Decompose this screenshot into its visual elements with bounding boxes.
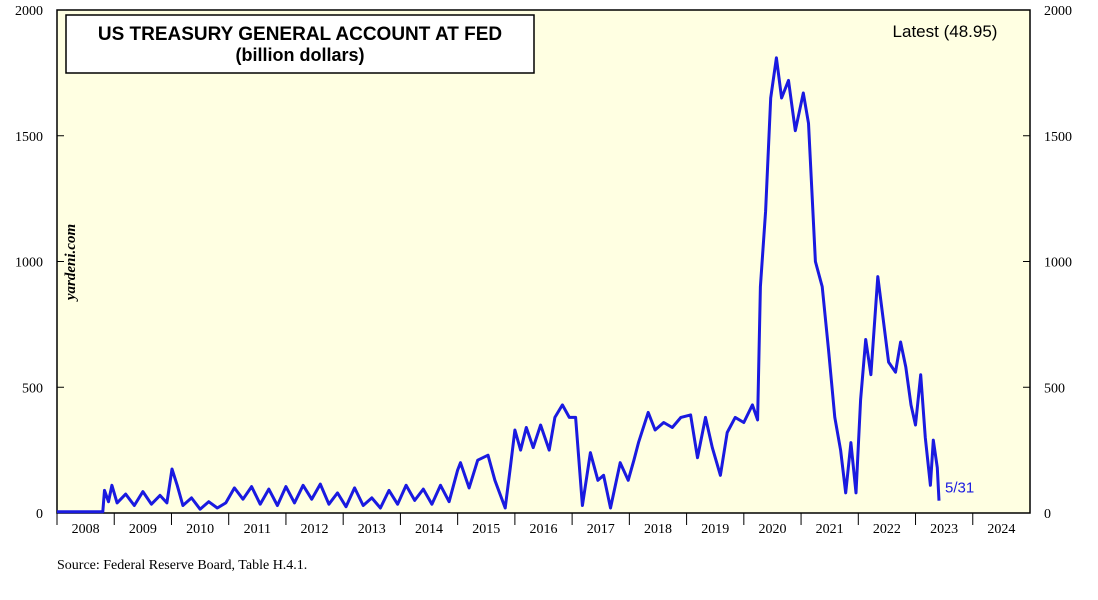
- y2-tick-label: 2000: [1044, 4, 1072, 19]
- chart-subtitle: (billion dollars): [236, 45, 365, 65]
- x-tick-label: 2015: [472, 522, 500, 537]
- x-tick-label: 2014: [415, 522, 443, 537]
- x-tick-label: 2022: [873, 522, 901, 537]
- y2-tick-label: 500: [1044, 381, 1065, 396]
- end-label: 5/31: [945, 480, 974, 497]
- x-tick-label: 2019: [701, 522, 729, 537]
- y2-tick-label: 0: [1044, 507, 1051, 522]
- y2-tick-label: 1500: [1044, 130, 1072, 145]
- latest-label: Latest (48.95): [893, 22, 998, 41]
- title-box: [65, 14, 535, 74]
- x-tick-label: 2008: [72, 522, 100, 537]
- x-tick-label: 2023: [930, 522, 958, 537]
- x-tick-label: 2009: [129, 522, 157, 537]
- x-tick-label: 2021: [816, 522, 844, 537]
- x-tick-label: 2012: [301, 522, 329, 537]
- y-tick-label: 1000: [15, 256, 43, 271]
- y-tick-label: 2000: [15, 4, 43, 19]
- y-tick-label: 1500: [15, 130, 43, 145]
- data-line: [57, 56, 941, 514]
- y2-tick-label: 1000: [1044, 256, 1072, 271]
- x-tick-label: 2011: [244, 522, 271, 537]
- x-tick-label: 2010: [186, 522, 214, 537]
- y-tick-label: 500: [22, 381, 43, 396]
- source-note: Source: Federal Reserve Board, Table H.4…: [57, 558, 307, 573]
- x-tick-label: 2018: [644, 522, 672, 537]
- x-tick-label: 2016: [530, 522, 558, 537]
- x-tick-label: 2017: [587, 522, 615, 537]
- x-tick-label: 2013: [358, 522, 386, 537]
- x-tick-label: 2024: [987, 522, 1015, 537]
- chart-title: US TREASURY GENERAL ACCOUNT AT FED: [98, 24, 502, 45]
- x-tick-label: 2020: [758, 522, 786, 537]
- watermark: yardeni.com: [63, 224, 79, 302]
- y-tick-label: 0: [36, 507, 43, 522]
